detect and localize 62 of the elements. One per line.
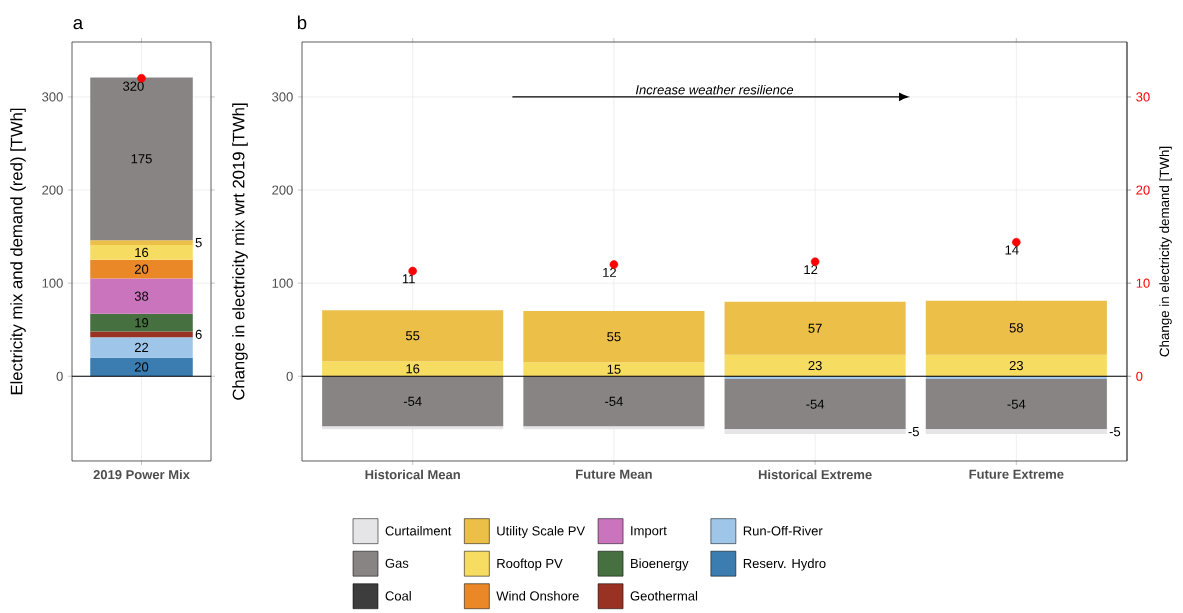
y-tick-label: 100	[42, 278, 63, 288]
data-label: 175	[131, 154, 152, 164]
y2-axis-title: Change in electricity demand [TWh]	[1159, 146, 1172, 357]
legend-label: Run-Off-River	[743, 525, 823, 536]
legend-label: Gas	[385, 558, 409, 568]
y2-tick-label: 0	[1136, 371, 1143, 381]
legend-label: Wind Onshore	[496, 591, 579, 601]
data-label: 320	[123, 81, 144, 91]
y-axis-title: Change in electricity mix wrt 2019 [TWh]	[232, 103, 248, 400]
chart-title: a	[73, 19, 84, 30]
data-label: -54	[403, 396, 422, 406]
legend-label: Geothermal	[630, 591, 698, 601]
data-label: 20	[134, 264, 149, 274]
data-label: -5	[908, 427, 919, 437]
y2-tick-label: 10	[1136, 278, 1150, 288]
data-label: 15	[607, 364, 621, 374]
y-tick-label: 100	[272, 278, 293, 288]
y-tick-label: 200	[272, 185, 293, 195]
x-tick-label: Historical Extreme	[758, 469, 872, 480]
data-label: 22	[134, 342, 149, 352]
data-label: -54	[1007, 399, 1026, 409]
data-label: 16	[406, 364, 420, 374]
y-tick-label: 0	[56, 371, 63, 381]
x-tick-label: Future Mean	[576, 469, 652, 479]
y-axis-title: Electricity mix and demand (red) [TWh]	[10, 108, 26, 395]
x-tick-label: Historical Mean	[365, 469, 460, 480]
legend-label: Coal	[385, 591, 411, 601]
data-label: 58	[1009, 323, 1023, 333]
y-tick-label: 0	[286, 371, 293, 381]
x-tick-label: Future Extreme	[969, 469, 1064, 479]
data-label: 12	[603, 267, 616, 277]
data-label: 20	[134, 362, 149, 372]
data-label: -5	[1109, 427, 1121, 437]
data-label: 11	[402, 274, 415, 284]
legend-label: Bioenergy	[631, 558, 689, 571]
data-label: -54	[806, 399, 825, 409]
annotation: Increase weather resilience	[635, 84, 794, 95]
legend-label: Reserv. Hydro	[743, 558, 826, 571]
y2-tick-label: 20	[1136, 185, 1150, 195]
legend-label: Utility Scale PV	[497, 525, 586, 539]
data-label: 12	[804, 265, 818, 275]
data-label: 19	[135, 318, 149, 328]
data-label: 55	[405, 331, 420, 341]
data-label: 16	[135, 247, 149, 258]
data-label: 6	[195, 329, 202, 339]
data-label: 38	[134, 291, 149, 301]
data-label: 55	[607, 332, 621, 342]
data-label: -54	[605, 396, 623, 406]
legend-label: Import	[631, 526, 667, 538]
y2-tick-label: 30	[1136, 92, 1150, 102]
data-label: 14	[1005, 245, 1019, 255]
y-tick-label: 300	[272, 92, 293, 102]
data-label: 23	[1009, 360, 1023, 371]
legend-label: Rooftop PV	[497, 558, 563, 571]
data-label: 5	[195, 238, 202, 248]
x-tick-label: 2019 Power Mix	[93, 469, 190, 480]
data-label: 57	[808, 323, 822, 333]
legend-label: Curtailment	[385, 525, 452, 536]
chart-title: b	[297, 15, 307, 30]
data-label: 23	[808, 360, 822, 371]
y-tick-label: 300	[42, 92, 63, 102]
y-tick-label: 200	[42, 185, 63, 195]
